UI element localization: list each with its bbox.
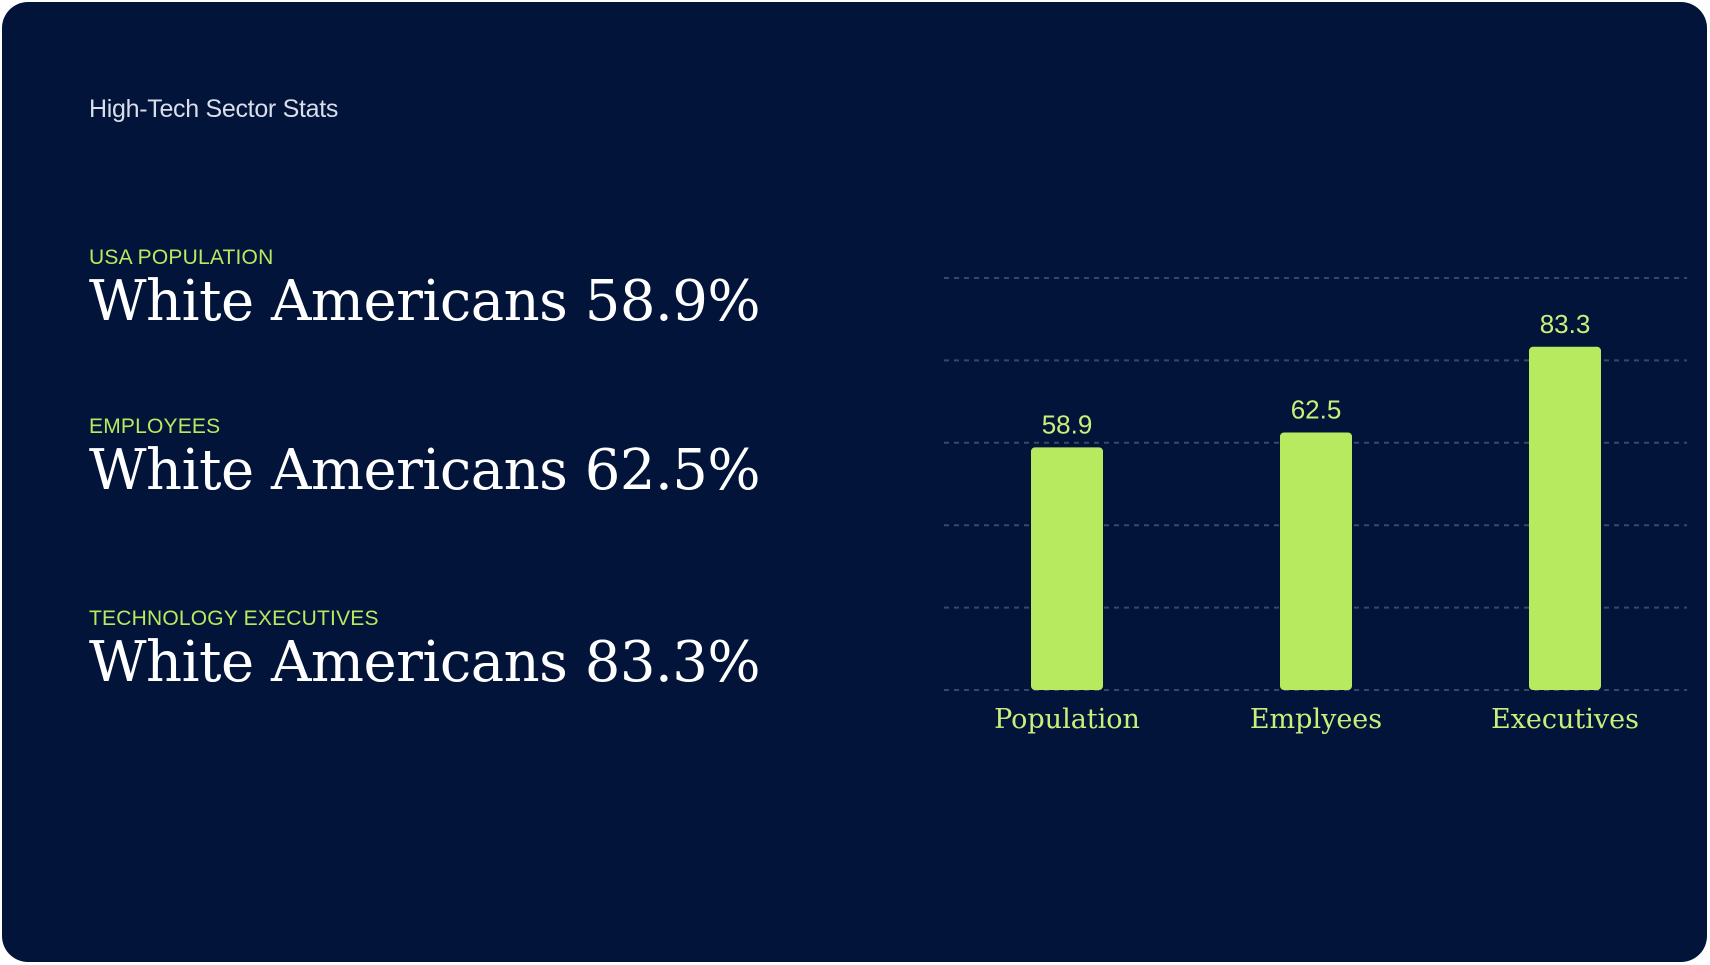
bar-emplyees: [1280, 432, 1352, 690]
bar-value-label: 83.3: [1540, 309, 1591, 339]
stat-value: White Americans 62.5%: [89, 438, 761, 503]
stat-employees: EMPLOYEES White Americans 62.5%: [89, 415, 761, 503]
slide-title: High-Tech Sector Stats: [89, 95, 339, 123]
category-label: Population: [994, 704, 1140, 735]
bar-population: [1031, 447, 1103, 690]
stat-value: White Americans 58.9%: [89, 269, 761, 334]
category-label: Emplyees: [1250, 704, 1382, 735]
stat-value: White Americans 83.3%: [89, 630, 761, 695]
category-label: Executives: [1491, 704, 1639, 735]
bar-executives: [1529, 346, 1601, 690]
stat-executives: TECHNOLOGY EXECUTIVES White Americans 83…: [89, 607, 761, 695]
stat-label: TECHNOLOGY EXECUTIVES: [89, 607, 379, 630]
stat-label: EMPLOYEES: [89, 415, 221, 438]
stat-label: USA POPULATION: [89, 246, 274, 269]
bar-value-label: 62.5: [1291, 395, 1342, 425]
stat-population: USA POPULATION White Americans 58.9%: [89, 246, 761, 334]
bar-value-label: 58.9: [1042, 409, 1093, 439]
